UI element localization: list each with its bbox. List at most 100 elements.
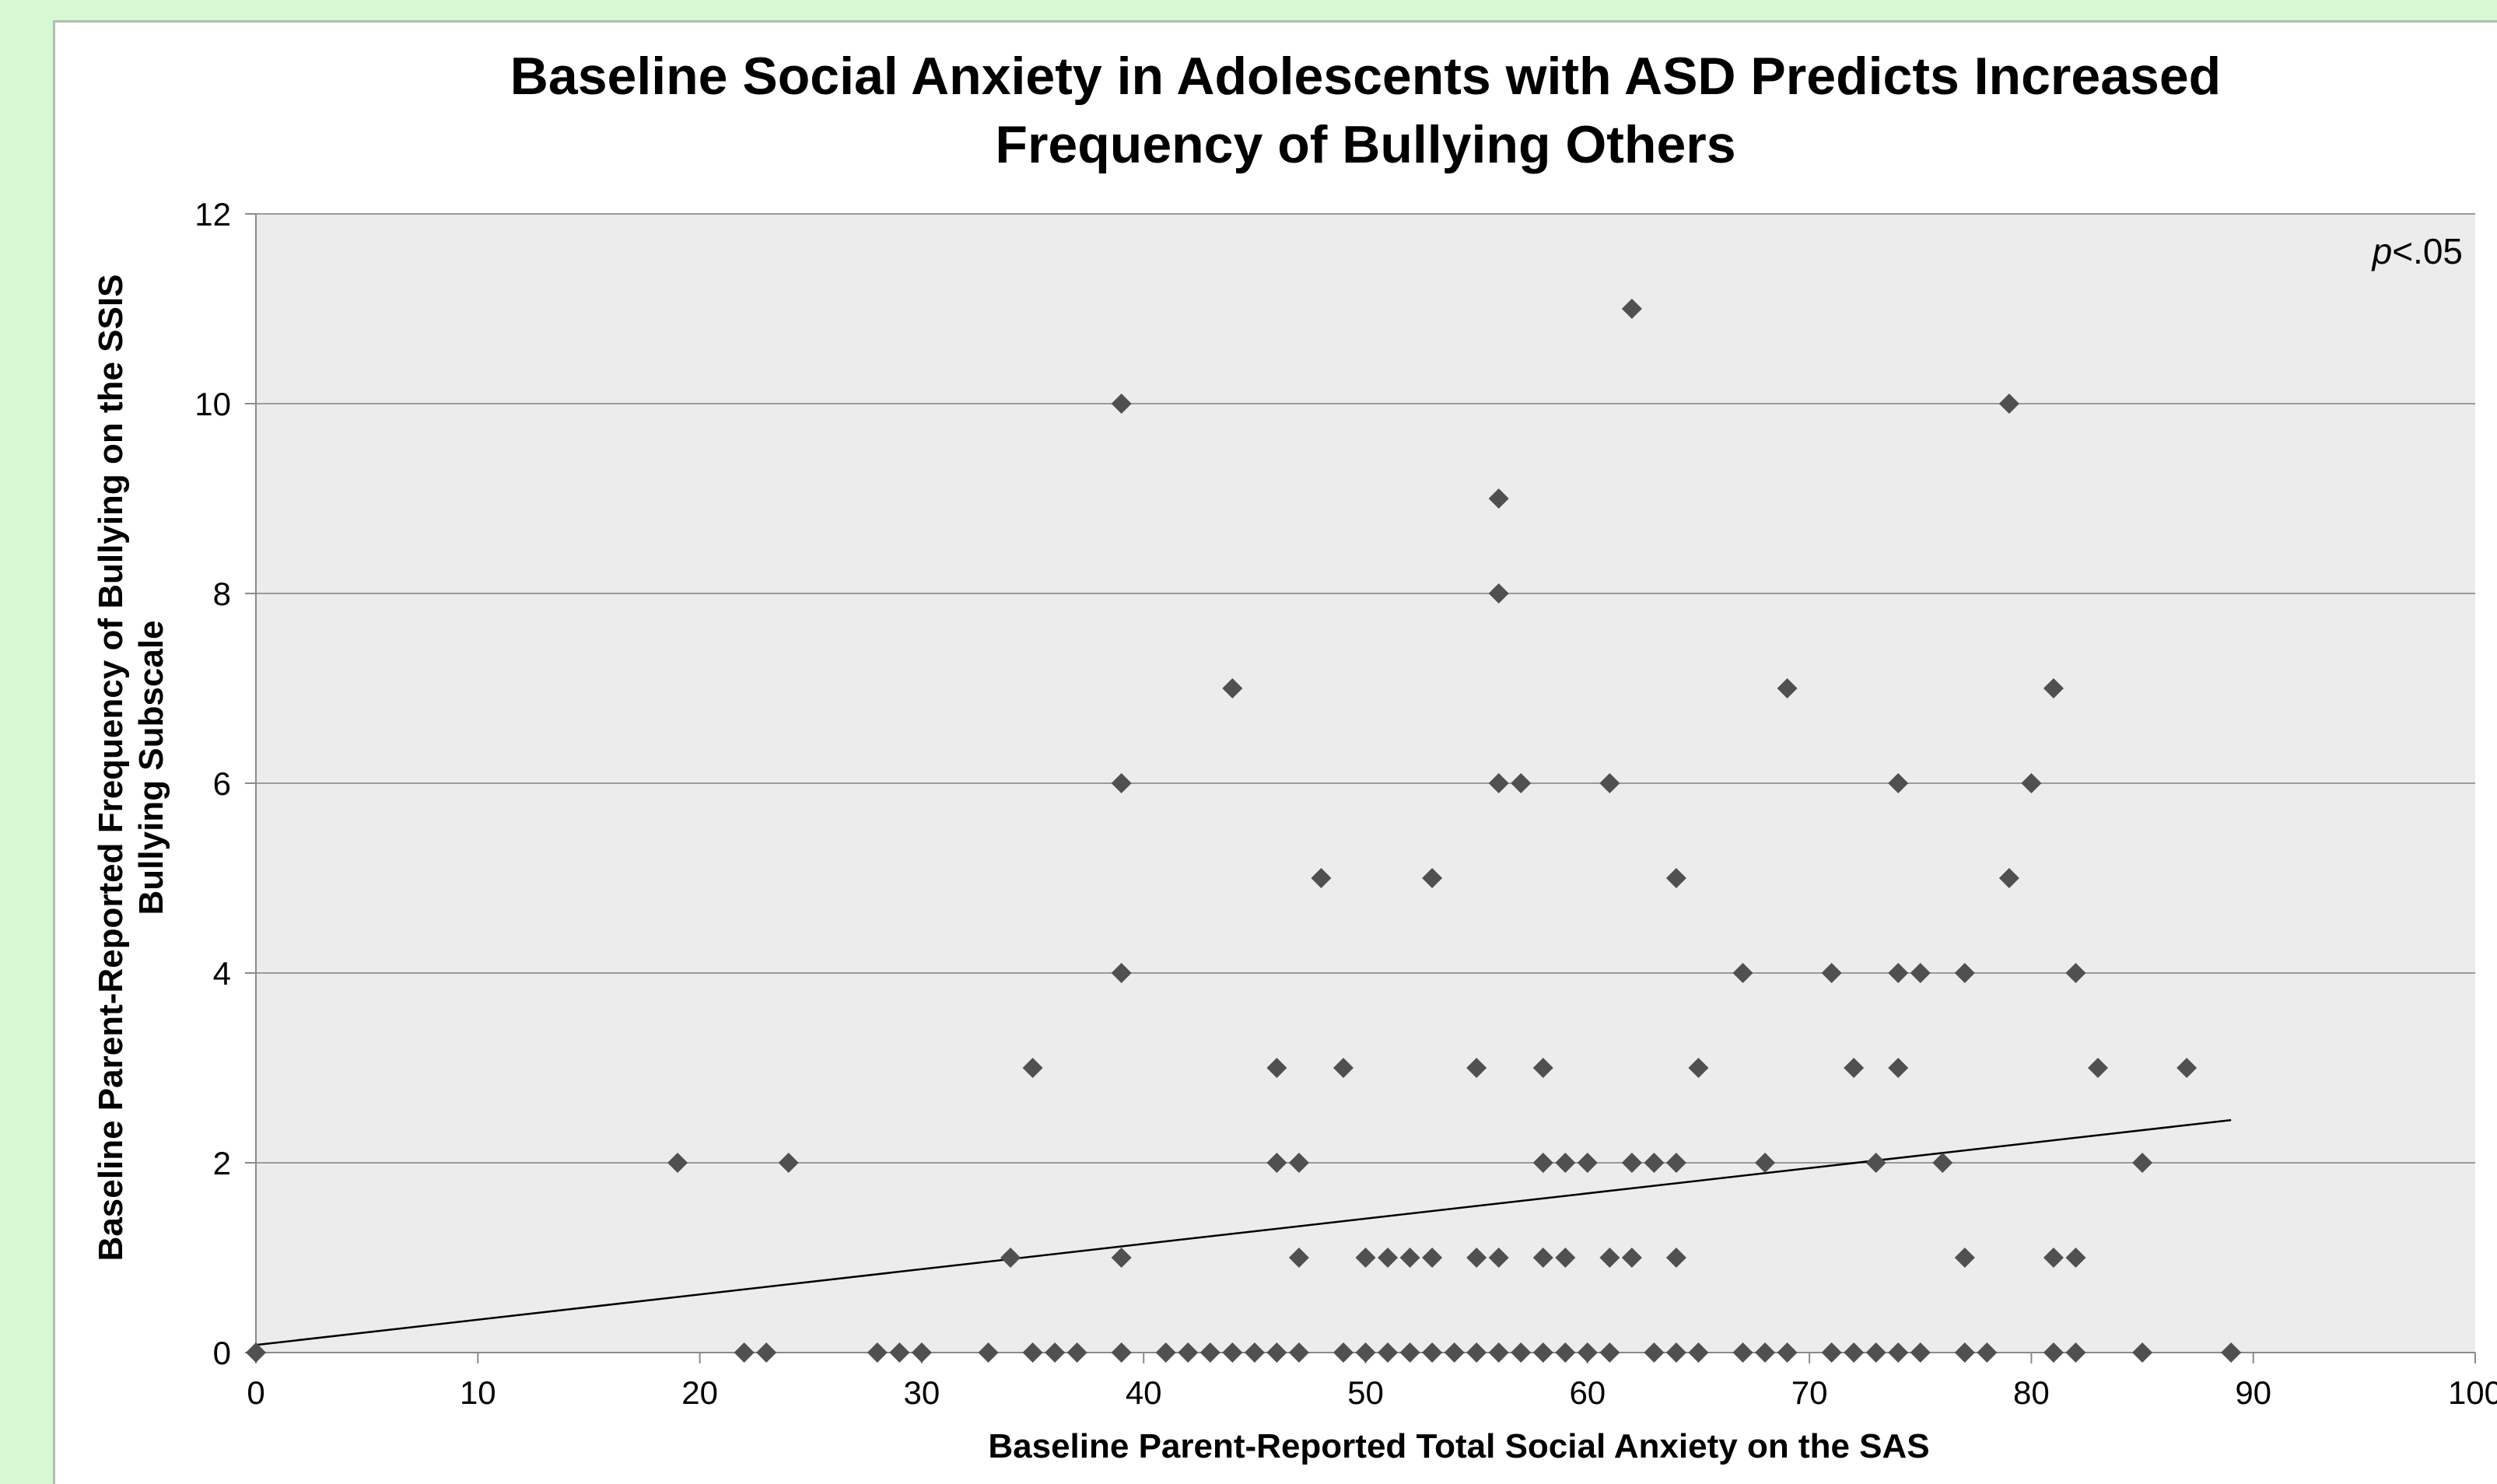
data-point-22	[1222, 678, 1243, 698]
data-point-69	[1644, 1153, 1665, 1173]
data-point-6	[889, 1342, 910, 1363]
data-point-48	[1488, 583, 1509, 604]
data-point-53	[1511, 1342, 1532, 1363]
data-point-19	[1155, 1342, 1176, 1363]
data-point-80	[1755, 1342, 1776, 1363]
y-tick-labels: 0 2 4 6 8 10 12	[194, 196, 256, 1371]
data-point-65	[1599, 1342, 1620, 1363]
data-point-98	[1954, 1342, 1975, 1363]
data-point-15	[1111, 773, 1132, 793]
chart-title: Baseline Social Anxiety in Adolescents w…	[510, 47, 2221, 174]
data-point-68	[1621, 1248, 1642, 1268]
data-point-55	[1532, 1153, 1553, 1173]
data-point-87	[1865, 1153, 1886, 1173]
data-point-112	[2177, 1058, 2198, 1078]
data-point-10	[1022, 1058, 1043, 1078]
data-point-28	[1288, 1153, 1309, 1173]
data-point-54	[1532, 1058, 1553, 1078]
trendline-line	[255, 1118, 2232, 1346]
data-point-41	[1422, 1248, 1443, 1268]
data-point-77	[1732, 963, 1753, 983]
data-point-39	[1399, 1342, 1420, 1363]
x-tick-label-0: 0	[247, 1374, 264, 1411]
data-point-14	[1111, 394, 1132, 414]
data-point-106	[2065, 963, 2086, 983]
data-point-4	[778, 1153, 799, 1173]
data-point-108	[2065, 1342, 2086, 1363]
data-point-34	[1355, 1248, 1376, 1268]
data-point-63	[1599, 773, 1620, 793]
data-points	[246, 299, 2242, 1363]
data-point-101	[1998, 868, 2019, 888]
data-point-90	[1888, 963, 1909, 983]
data-point-0	[246, 1342, 266, 1363]
data-point-60	[1555, 1342, 1576, 1363]
y-axis-title-line-1: Baseline Parent-Reported Frequency of Bu…	[92, 275, 130, 1262]
data-point-24	[1244, 1342, 1265, 1363]
y-tick-label-4: 4	[213, 955, 231, 992]
data-point-56	[1532, 1248, 1553, 1268]
data-point-74	[1665, 1342, 1686, 1363]
data-point-104	[2043, 1248, 2064, 1268]
data-point-91	[1888, 1058, 1909, 1078]
data-point-64	[1599, 1248, 1620, 1268]
data-point-92	[1888, 1342, 1909, 1363]
y-tick-label-8: 8	[213, 576, 231, 612]
data-point-72	[1665, 1153, 1686, 1173]
data-point-2	[734, 1342, 755, 1363]
data-point-1	[667, 1153, 688, 1173]
data-point-95	[1932, 1153, 1953, 1173]
data-point-99	[1977, 1342, 1998, 1363]
data-point-79	[1755, 1153, 1776, 1173]
data-point-105	[2043, 1342, 2064, 1363]
data-point-82	[1777, 1342, 1798, 1363]
data-point-21	[1199, 1342, 1220, 1363]
chart-frame: Baseline Social Anxiety in Adolescents w…	[53, 20, 2497, 1484]
data-point-51	[1488, 1342, 1509, 1363]
data-point-43	[1444, 1342, 1465, 1363]
data-point-84	[1821, 1342, 1842, 1363]
data-point-40	[1422, 868, 1443, 888]
data-point-50	[1488, 1248, 1509, 1268]
data-point-71	[1665, 868, 1686, 888]
data-point-96	[1954, 963, 1975, 983]
data-point-103	[2043, 678, 2064, 698]
x-tick-label-100: 100	[2448, 1374, 2497, 1411]
data-point-42	[1422, 1342, 1443, 1363]
y-tick-label-12: 12	[194, 196, 231, 233]
data-point-113	[2221, 1342, 2242, 1363]
data-point-107	[2065, 1248, 2086, 1268]
y-axis-title-line-2: Bullying Subscale	[132, 621, 170, 915]
x-tick-labels: 0 10 20 30 40 50 60 70 80 90 100	[247, 1353, 2497, 1411]
data-point-25	[1266, 1058, 1287, 1078]
data-point-16	[1111, 963, 1132, 983]
significance-annotation: p<.05	[2371, 231, 2463, 271]
x-tick-label-60: 60	[1569, 1374, 1606, 1411]
x-tick-label-50: 50	[1347, 1374, 1384, 1411]
data-point-38	[1399, 1248, 1420, 1268]
data-point-66	[1621, 299, 1642, 319]
data-point-3	[756, 1342, 777, 1363]
y-tick-label-0: 0	[213, 1335, 231, 1371]
data-point-36	[1378, 1248, 1399, 1268]
data-point-45	[1466, 1248, 1487, 1268]
x-tick-label-40: 40	[1126, 1374, 1162, 1411]
gridlines	[256, 213, 2475, 1164]
data-point-97	[1954, 1248, 1975, 1268]
data-point-67	[1621, 1153, 1642, 1173]
annotation-rest: <.05	[2392, 231, 2463, 271]
data-point-86	[1844, 1342, 1865, 1363]
data-point-5	[867, 1342, 888, 1363]
x-tick-label-20: 20	[681, 1374, 718, 1411]
trendline	[255, 1118, 2232, 1346]
data-point-111	[2132, 1342, 2153, 1363]
data-point-12	[1045, 1342, 1066, 1363]
data-point-35	[1355, 1342, 1376, 1363]
data-point-109	[2087, 1058, 2108, 1078]
data-point-102	[2021, 773, 2042, 793]
data-point-13	[1066, 1342, 1087, 1363]
data-point-11	[1022, 1342, 1043, 1363]
data-point-44	[1466, 1058, 1487, 1078]
data-point-7	[911, 1342, 932, 1363]
data-point-76	[1688, 1342, 1709, 1363]
